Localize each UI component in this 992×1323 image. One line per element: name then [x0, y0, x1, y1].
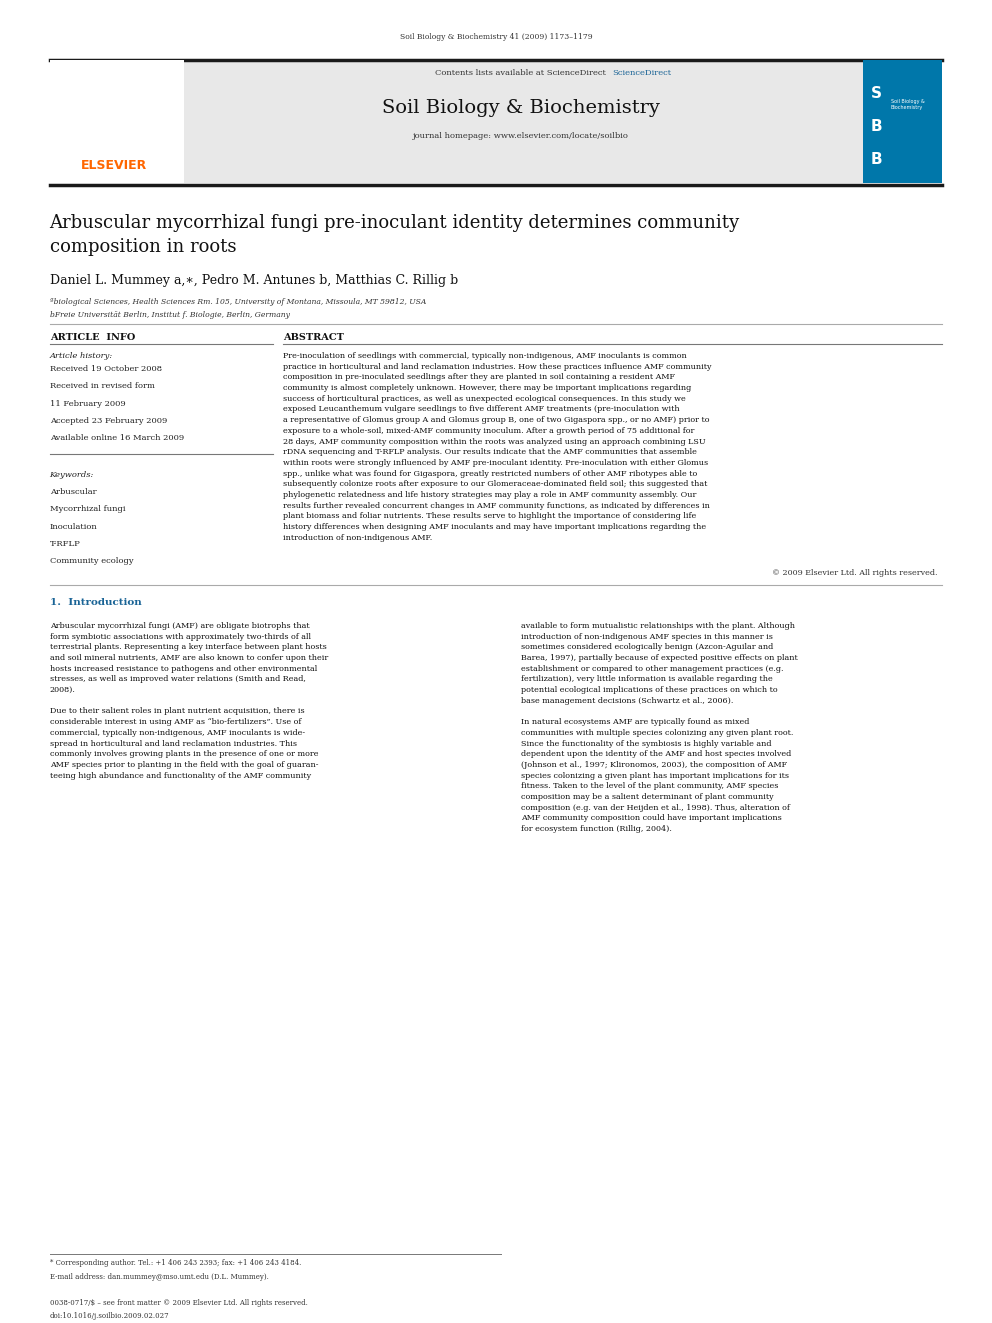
- Text: B: B: [871, 119, 883, 134]
- Text: Soil Biology & Biochemistry: Soil Biology & Biochemistry: [382, 99, 660, 118]
- Text: Mycorrhizal fungi: Mycorrhizal fungi: [50, 505, 125, 513]
- Text: Soil Biology & Biochemistry 41 (2009) 1173–1179: Soil Biology & Biochemistry 41 (2009) 11…: [400, 33, 592, 41]
- FancyBboxPatch shape: [50, 60, 184, 183]
- Text: 1.  Introduction: 1. Introduction: [50, 598, 141, 607]
- FancyBboxPatch shape: [50, 60, 942, 183]
- Text: E-mail address: dan.mummey@mso.umt.edu (D.L. Mummey).: E-mail address: dan.mummey@mso.umt.edu (…: [50, 1273, 269, 1281]
- Text: Community ecology: Community ecology: [50, 557, 133, 565]
- Text: Accepted 23 February 2009: Accepted 23 February 2009: [50, 417, 167, 425]
- Text: T-RFLP: T-RFLP: [50, 540, 80, 548]
- Text: Available online 16 March 2009: Available online 16 March 2009: [50, 434, 184, 442]
- Text: * Corresponding author. Tel.: +1 406 243 2393; fax: +1 406 243 4184.: * Corresponding author. Tel.: +1 406 243…: [50, 1259, 301, 1267]
- Text: Received 19 October 2008: Received 19 October 2008: [50, 365, 162, 373]
- Text: journal homepage: www.elsevier.com/locate/soilbio: journal homepage: www.elsevier.com/locat…: [413, 132, 629, 140]
- Text: Contents lists available at ScienceDirect: Contents lists available at ScienceDirec…: [435, 69, 606, 77]
- Text: ELSEVIER: ELSEVIER: [81, 159, 147, 172]
- Text: B: B: [871, 152, 883, 167]
- Text: S: S: [871, 86, 882, 101]
- Text: Soil Biology &
Biochemistry: Soil Biology & Biochemistry: [891, 99, 925, 110]
- Text: ªbiological Sciences, Health Sciences Rm. 105, University of Montana, Missoula, : ªbiological Sciences, Health Sciences Rm…: [50, 298, 426, 306]
- Text: © 2009 Elsevier Ltd. All rights reserved.: © 2009 Elsevier Ltd. All rights reserved…: [772, 569, 937, 577]
- Text: Arbuscular mycorrhizal fungi (AMF) are obligate biotrophs that
form symbiotic as: Arbuscular mycorrhizal fungi (AMF) are o…: [50, 622, 327, 779]
- Text: 11 February 2009: 11 February 2009: [50, 400, 125, 407]
- Text: 0038-0717/$ – see front matter © 2009 Elsevier Ltd. All rights reserved.: 0038-0717/$ – see front matter © 2009 El…: [50, 1299, 308, 1307]
- Text: Arbuscular mycorrhizal fungi pre-inoculant identity determines community
composi: Arbuscular mycorrhizal fungi pre-inocula…: [50, 214, 740, 255]
- Text: Pre-inoculation of seedlings with commercial, typically non-indigenous, AMF inoc: Pre-inoculation of seedlings with commer…: [283, 352, 711, 542]
- FancyBboxPatch shape: [863, 60, 942, 183]
- Text: Received in revised form: Received in revised form: [50, 382, 155, 390]
- Text: bFreie Universität Berlin, Institut f. Biologie, Berlin, Germany: bFreie Universität Berlin, Institut f. B…: [50, 311, 290, 319]
- Text: doi:10.1016/j.soilbio.2009.02.027: doi:10.1016/j.soilbio.2009.02.027: [50, 1312, 170, 1320]
- Text: Keywords:: Keywords:: [50, 471, 94, 479]
- Text: ARTICLE  INFO: ARTICLE INFO: [50, 333, 135, 343]
- Text: Inoculation: Inoculation: [50, 523, 97, 531]
- Text: ScienceDirect: ScienceDirect: [612, 69, 672, 77]
- Text: Article history:: Article history:: [50, 352, 113, 360]
- Text: Arbuscular: Arbuscular: [50, 488, 96, 496]
- Text: ABSTRACT: ABSTRACT: [283, 333, 343, 343]
- Text: available to form mutualistic relationships with the plant. Although
introductio: available to form mutualistic relationsh…: [521, 622, 798, 833]
- Text: Daniel L. Mummey a,∗, Pedro M. Antunes b, Matthias C. Rillig b: Daniel L. Mummey a,∗, Pedro M. Antunes b…: [50, 274, 458, 287]
